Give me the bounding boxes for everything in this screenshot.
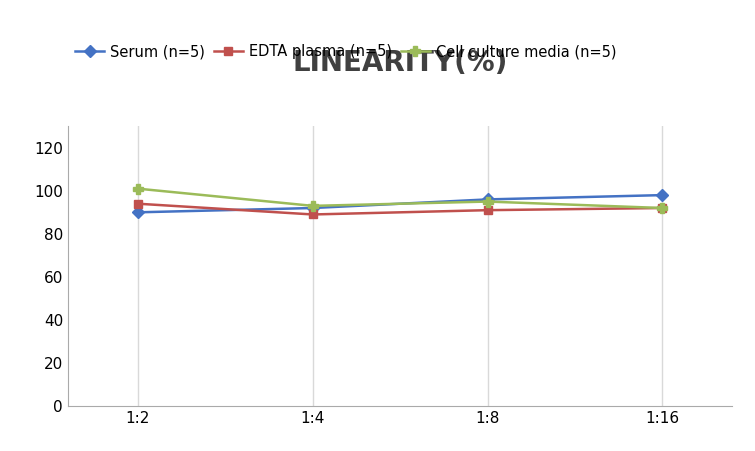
EDTA plasma (n=5) bbox=[134, 201, 143, 207]
Serum (n=5) bbox=[134, 210, 143, 215]
EDTA plasma (n=5) bbox=[658, 205, 667, 211]
Legend: Serum (n=5), EDTA plasma (n=5), Cell culture media (n=5): Serum (n=5), EDTA plasma (n=5), Cell cul… bbox=[76, 44, 616, 59]
Cell culture media (n=5) bbox=[483, 199, 492, 204]
Serum (n=5) bbox=[658, 193, 667, 198]
Title: LINEARITY(%): LINEARITY(%) bbox=[292, 49, 508, 77]
Line: Serum (n=5): Serum (n=5) bbox=[134, 191, 667, 216]
Serum (n=5) bbox=[308, 205, 317, 211]
Cell culture media (n=5) bbox=[134, 186, 143, 191]
Cell culture media (n=5) bbox=[308, 203, 317, 208]
Cell culture media (n=5) bbox=[658, 205, 667, 211]
EDTA plasma (n=5) bbox=[483, 207, 492, 213]
Line: EDTA plasma (n=5): EDTA plasma (n=5) bbox=[134, 199, 667, 219]
Line: Cell culture media (n=5): Cell culture media (n=5) bbox=[133, 184, 667, 213]
EDTA plasma (n=5) bbox=[308, 212, 317, 217]
Serum (n=5) bbox=[483, 197, 492, 202]
